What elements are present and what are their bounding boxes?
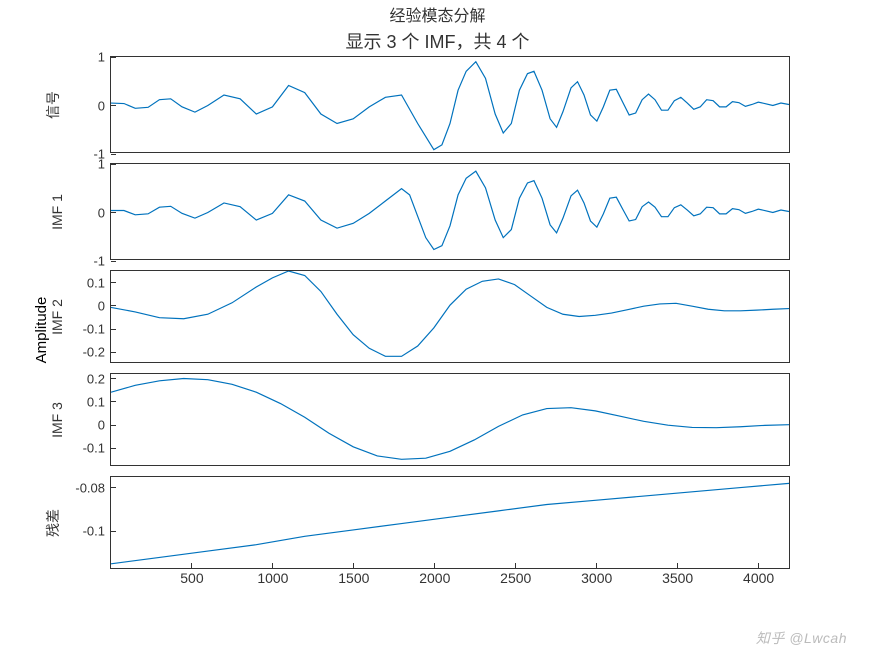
subplot-ylabel: IMF 3 <box>49 402 65 438</box>
subplot-ylabel: IMF 1 <box>49 194 65 230</box>
ytick-label: -0.1 <box>65 322 105 337</box>
chart-title-line1: 经验模态分解 <box>0 2 875 26</box>
xtick-label: 1000 <box>257 570 288 586</box>
subplot-3: IMF 3-0.100.10.2 <box>110 373 790 466</box>
xtick-label: 4000 <box>743 570 774 586</box>
chart-title-line2: 显示 3 个 IMF，共 4 个 <box>0 28 875 54</box>
ytick-label: -0.1 <box>65 524 105 539</box>
subplot-ylabel: 残差 <box>43 509 63 537</box>
subplot-1: IMF 1-101 <box>110 163 790 260</box>
xtick-label: 500 <box>180 570 203 586</box>
ytick-label: 1 <box>65 50 105 65</box>
ytick-label: 0.1 <box>65 394 105 409</box>
xtick-label: 1500 <box>338 570 369 586</box>
subplot-ylabel: 信号 <box>43 91 63 119</box>
subplot-0: 信号-101 <box>110 56 790 153</box>
ytick-label: -0.1 <box>65 441 105 456</box>
ytick-label: -0.08 <box>65 480 105 495</box>
ytick-label: 0.1 <box>65 275 105 290</box>
ytick-label: 0 <box>65 298 105 313</box>
watermark: 知乎 @Lwcah <box>756 628 847 648</box>
subplot-2: IMF 2-0.2-0.100.1 <box>110 270 790 363</box>
xtick-label: 2000 <box>419 570 450 586</box>
xtick-label: 3500 <box>662 570 693 586</box>
ytick-label: 0.2 <box>65 371 105 386</box>
subplot-ylabel: IMF 2 <box>49 299 65 335</box>
ytick-label: 0 <box>65 418 105 433</box>
subplot-4: 残差-0.1-0.0850010001500200025003000350040… <box>110 476 790 569</box>
y-axis-global-label: Amplitude <box>33 297 50 364</box>
xtick-label: 2500 <box>500 570 531 586</box>
ytick-label: -1 <box>65 254 105 269</box>
ytick-label: 0 <box>65 98 105 113</box>
ytick-label: 1 <box>65 157 105 172</box>
ytick-label: 0 <box>65 205 105 220</box>
ytick-label: -0.2 <box>65 345 105 360</box>
xtick-label: 3000 <box>581 570 612 586</box>
